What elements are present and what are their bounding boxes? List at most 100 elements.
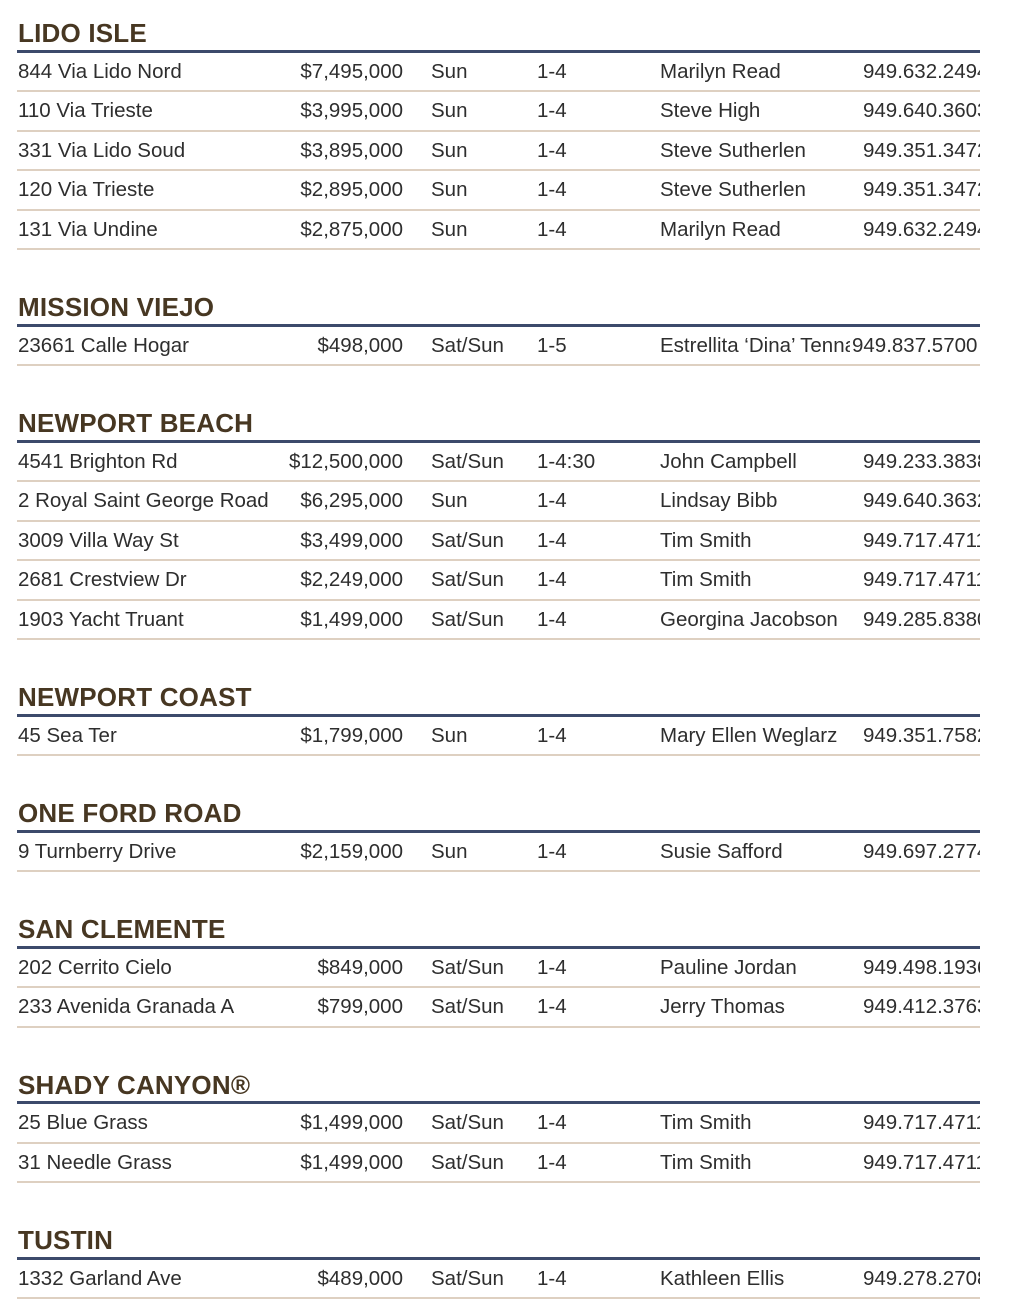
section-title: LIDO ISLE: [18, 18, 147, 48]
listing-phone: 949.351.3472: [850, 170, 980, 211]
table-row[interactable]: 23661 Calle Hogar $498,000 Sat/Sun 1-5 Estre…: [17, 326, 980, 367]
listing-price: $3,995,000: [268, 91, 411, 132]
listing-days: Sun: [411, 130, 524, 172]
listing-phone: 949.837.5700: [850, 326, 980, 367]
table-row[interactable]: 25 Blue Grass $1,499,000 Sat/Sun 1-4 Tim Smi…: [17, 1104, 980, 1144]
listing-agent: Steve Sutherlen: [642, 130, 850, 172]
table-row[interactable]: 2681 Crestview Dr $2,249,000 Sat/Sun 1-4 Tim…: [17, 560, 980, 601]
listing-time: 1-4: [524, 209, 642, 251]
listing-price: $2,875,000: [268, 209, 411, 251]
sections-container: LIDO ISLE 844 Via Lido Nord $7,495,000 Sun 1…: [17, 18, 980, 1300]
listing-price: $6,295,000: [268, 481, 411, 522]
listing-phone: 949.233.3838: [850, 442, 980, 483]
listing-price: $7,495,000: [268, 52, 411, 93]
listing-days: Sat/Sun: [411, 987, 524, 1028]
listing-days: Sun: [411, 170, 524, 211]
listing-agent: Marilyn Read: [642, 52, 850, 93]
table-row[interactable]: 3009 Villa Way St $3,499,000 Sat/Sun 1-4 Tim…: [17, 520, 980, 562]
listing-time: 1-4: [524, 716, 642, 757]
listing-address: 1903 Yacht Truant: [17, 599, 268, 641]
listing-price: $3,499,000: [268, 520, 411, 562]
listing-time: 1-4: [524, 1142, 642, 1184]
listing-section: NEWPORT COAST 45 Sea Ter $1,799,000 Sun 1-4 M…: [17, 682, 980, 757]
listing-time: 1-4:30: [524, 442, 642, 483]
table-row[interactable]: 331 Via Lido Soud $3,895,000 Sun 1-4 Steve S…: [17, 130, 980, 172]
listing-address: 25 Blue Grass: [17, 1104, 268, 1144]
section-underline: [17, 1256, 980, 1260]
section-title: SAN CLEMENTE: [18, 914, 226, 945]
listing-section: LIDO ISLE 844 Via Lido Nord $7,495,000 Sun 1…: [17, 18, 980, 251]
listings-table: 25 Blue Grass $1,499,000 Sat/Sun 1-4 Tim Smi…: [17, 1104, 980, 1184]
listing-agent: Steve High: [642, 91, 850, 132]
listing-address: 45 Sea Ter: [17, 716, 268, 757]
table-row[interactable]: 1903 Yacht Truant $1,499,000 Sat/Sun 1-4 Geo…: [17, 599, 980, 641]
listing-time: 1-4: [524, 948, 642, 989]
listing-days: Sat/Sun: [411, 442, 524, 483]
table-row[interactable]: 31 Needle Grass $1,499,000 Sat/Sun 1-4 Tim S…: [17, 1142, 980, 1184]
listing-agent: Tim Smith: [642, 1142, 850, 1184]
listing-address: 2681 Crestview Dr: [17, 560, 268, 601]
listing-time: 1-4: [524, 130, 642, 172]
listing-address: 4541 Brighton Rd: [17, 442, 268, 483]
listing-price: $3,895,000: [268, 130, 411, 172]
table-row[interactable]: 844 Via Lido Nord $7,495,000 Sun 1-4 Marilyn…: [17, 52, 980, 93]
listing-days: Sat/Sun: [411, 520, 524, 562]
table-row[interactable]: 1332 Garland Ave $489,000 Sat/Sun 1-4 Kathle…: [17, 1259, 980, 1300]
listing-phone: 949.640.3632: [850, 481, 980, 522]
listing-price: $1,499,000: [268, 1142, 411, 1184]
listing-price: $12,500,000: [268, 442, 411, 483]
listing-address: 844 Via Lido Nord: [17, 52, 268, 93]
section-underline: [17, 945, 980, 949]
listing-price: $2,249,000: [268, 560, 411, 601]
listing-days: Sat/Sun: [411, 326, 524, 367]
table-row[interactable]: 110 Via Trieste $3,995,000 Sun 1-4 Steve Hig…: [17, 91, 980, 132]
listing-phone: 949.717.4711: [850, 520, 980, 562]
listing-address: 120 Via Trieste: [17, 170, 268, 211]
listing-price: $1,799,000: [268, 716, 411, 757]
listing-days: Sat/Sun: [411, 1104, 524, 1144]
section-title: SHADY CANYON®: [18, 1069, 251, 1100]
table-row[interactable]: 202 Cerrito Cielo $849,000 Sat/Sun 1-4 Pauli…: [17, 948, 980, 989]
table-row[interactable]: 233 Avenida Granada A $799,000 Sat/Sun 1-4 J…: [17, 987, 980, 1028]
listing-days: Sat/Sun: [411, 948, 524, 989]
listing-agent: Georgina Jacobson: [642, 599, 850, 641]
listing-agent: Jerry Thomas: [642, 987, 850, 1028]
listing-address: 131 Via Undine: [17, 209, 268, 251]
listing-price: $799,000: [268, 987, 411, 1028]
listing-phone: 949.285.8380: [850, 599, 980, 641]
table-row[interactable]: 120 Via Trieste $2,895,000 Sun 1-4 Steve Sut…: [17, 170, 980, 211]
listing-time: 1-4: [524, 52, 642, 93]
listing-section: NEWPORT BEACH 4541 Brighton Rd $12,500,000…: [17, 408, 980, 641]
section-title: NEWPORT BEACH: [18, 408, 254, 439]
section-title: ONE FORD ROAD: [18, 798, 242, 829]
listing-address: 23661 Calle Hogar: [17, 326, 268, 367]
table-row[interactable]: 45 Sea Ter $1,799,000 Sun 1-4 Mary Ellen Weg…: [17, 716, 980, 757]
section-underline: [17, 49, 980, 53]
listing-agent: Steve Sutherlen: [642, 170, 850, 211]
listing-time: 1-4: [524, 170, 642, 211]
listing-agent: Kathleen Ellis: [642, 1259, 850, 1300]
table-row[interactable]: 4541 Brighton Rd $12,500,000 Sat/Sun 1-4:30…: [17, 442, 980, 483]
listing-phone: 949.412.3763: [850, 987, 980, 1028]
table-row[interactable]: 2 Royal Saint George Road $6,295,000 Sun 1-…: [17, 481, 980, 522]
listing-address: 3009 Villa Way St: [17, 520, 268, 562]
section-underline: [17, 439, 980, 443]
listing-phone: 949.351.7582: [850, 716, 980, 757]
listing-price: $489,000: [268, 1259, 411, 1300]
listing-days: Sat/Sun: [411, 1259, 524, 1300]
table-row[interactable]: 9 Turnberry Drive $2,159,000 Sun 1-4 Susie S…: [17, 832, 980, 873]
listing-address: 110 Via Trieste: [17, 91, 268, 132]
listing-time: 1-4: [524, 1259, 642, 1300]
listing-days: Sun: [411, 716, 524, 757]
listing-days: Sun: [411, 91, 524, 132]
listing-price: $1,499,000: [268, 1104, 411, 1144]
table-row[interactable]: 131 Via Undine $2,875,000 Sun 1-4 Marilyn Re…: [17, 209, 980, 251]
listing-days: Sat/Sun: [411, 1142, 524, 1184]
listing-time: 1-4: [524, 987, 642, 1028]
listing-agent: Mary Ellen Weglarz: [642, 716, 850, 757]
listing-agent: Tim Smith: [642, 560, 850, 601]
listing-days: Sun: [411, 209, 524, 251]
section-title: NEWPORT COAST: [18, 682, 252, 713]
listings-table: 4541 Brighton Rd $12,500,000 Sat/Sun 1-4:30…: [17, 442, 980, 641]
